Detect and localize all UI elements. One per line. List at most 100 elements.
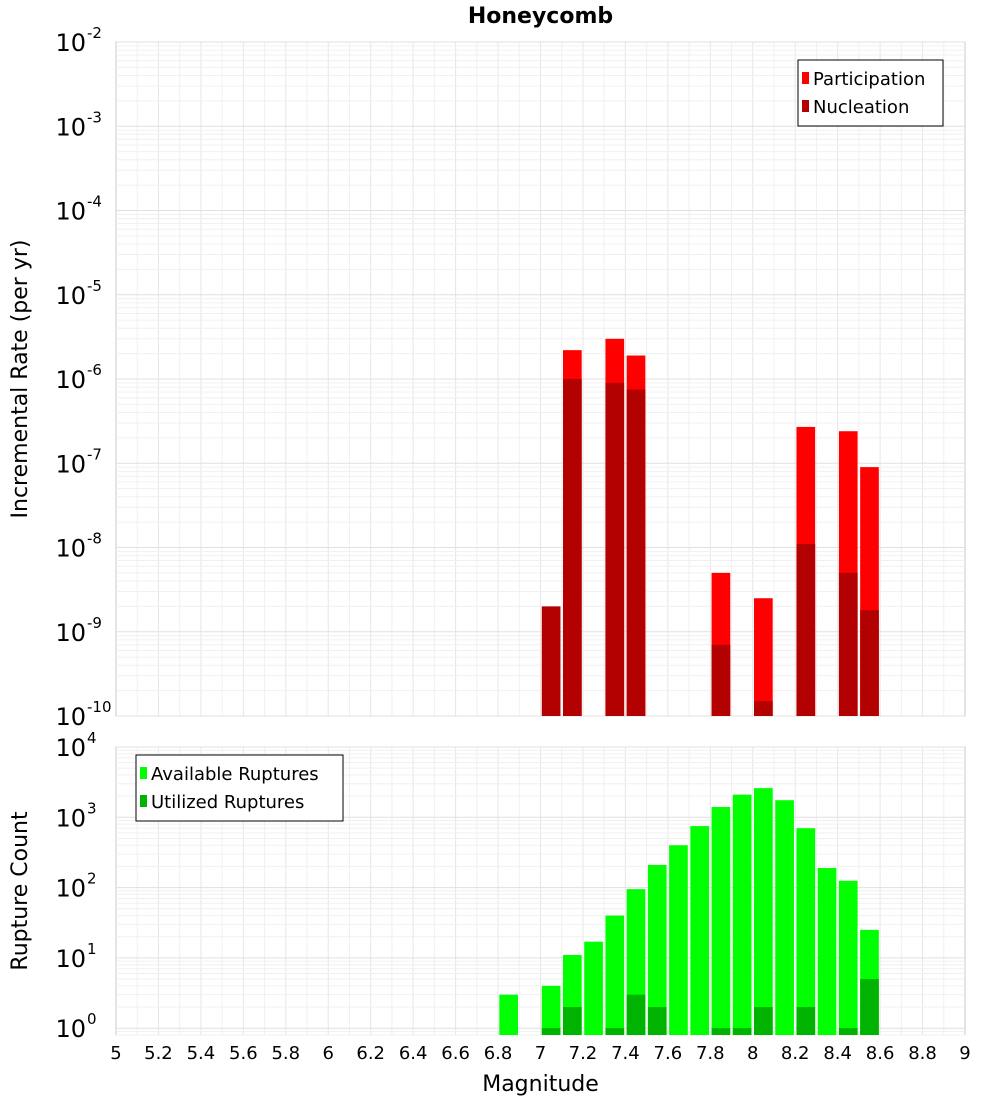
- bar: [562, 1007, 582, 1035]
- y-tick-label: 10: [55, 703, 86, 731]
- bar: [499, 994, 519, 1035]
- bar: [605, 382, 625, 716]
- bar: [626, 994, 646, 1035]
- y-tick-exponent: 1: [87, 940, 97, 958]
- x-tick-label: 6.8: [484, 1043, 513, 1064]
- legend-label: Available Ruptures: [151, 764, 319, 785]
- bar: [860, 610, 879, 716]
- bar: [838, 572, 858, 716]
- y-tick-label: 10: [55, 945, 86, 973]
- x-tick-label: 6: [323, 1043, 334, 1064]
- bar: [732, 1028, 752, 1035]
- x-tick-label: 9: [959, 1043, 970, 1064]
- bar: [817, 867, 837, 1035]
- bar: [754, 598, 773, 716]
- series-nucleation: [541, 379, 879, 716]
- bar: [626, 389, 646, 716]
- x-tick-label: 5.8: [271, 1043, 300, 1064]
- legend-label: Nucleation: [813, 97, 909, 118]
- x-tick-label: 7.8: [696, 1043, 725, 1064]
- y-tick-exponent: -2: [87, 24, 102, 42]
- bar: [754, 1007, 773, 1035]
- x-axis-label: Magnitude: [482, 1072, 599, 1097]
- x-tick-label: 5.6: [229, 1043, 258, 1064]
- legend-swatch: [802, 100, 809, 112]
- y-tick-exponent: -8: [87, 530, 102, 548]
- x-tick-label: 8: [747, 1043, 758, 1064]
- y-tick-exponent: 2: [87, 870, 97, 888]
- y-tick-label: 10: [55, 282, 86, 310]
- legend-swatch: [140, 767, 147, 779]
- x-tick-label: 8.2: [781, 1043, 810, 1064]
- legend: Participation Nucleation: [797, 59, 944, 127]
- y-tick-label: 10: [55, 366, 86, 394]
- chart-title: Honeycomb: [468, 4, 613, 29]
- y-tick-label: 10: [55, 29, 86, 57]
- y-tick-label: 10: [55, 535, 86, 563]
- y-axis-label: Rupture Count: [8, 811, 33, 971]
- y-tick-label: 10: [55, 875, 86, 903]
- bar: [860, 979, 879, 1035]
- x-tick-label: 7: [535, 1043, 546, 1064]
- bar: [838, 880, 858, 1035]
- bar: [541, 606, 561, 716]
- x-tick-label: 8.6: [866, 1043, 895, 1064]
- x-tick-label: 5: [110, 1043, 121, 1064]
- y-tick-label: 10: [55, 619, 86, 647]
- bar: [711, 1028, 731, 1035]
- bar: [838, 1028, 858, 1035]
- legend-swatch: [140, 795, 147, 807]
- x-tick-label: 6.2: [356, 1043, 385, 1064]
- y-tick-exponent: -9: [87, 614, 102, 632]
- legend-box: [135, 754, 344, 822]
- bar: [754, 788, 773, 1035]
- legend-label: Participation: [813, 69, 925, 90]
- bar: [541, 1028, 561, 1035]
- y-tick-label: 10: [55, 450, 86, 478]
- y-tick-exponent: -5: [87, 277, 102, 295]
- x-tick-label: 6.4: [399, 1043, 428, 1064]
- bar: [711, 644, 731, 716]
- series-utilized-ruptures: [541, 979, 879, 1035]
- bar: [647, 864, 667, 1035]
- bar: [732, 794, 752, 1035]
- y-tick-exponent: -10: [87, 698, 112, 716]
- x-tick-label: 5.4: [187, 1043, 216, 1064]
- x-tick-labels: 5 5.2 5.4 5.6 5.8 6 6.2 6.4 6.6 6.8 7 7.2 7.4 7.6 7.8 8…: [110, 1043, 970, 1064]
- bar: [796, 544, 816, 716]
- x-tick-label: 8.4: [823, 1043, 852, 1064]
- y-tick-label: 10: [55, 198, 86, 226]
- x-tick-label: 7.4: [611, 1043, 640, 1064]
- y-tick-exponent: -7: [87, 445, 102, 463]
- y-tick-exponent: 3: [87, 799, 97, 817]
- bar: [690, 826, 710, 1035]
- y-tick-label: 10: [55, 804, 86, 832]
- y-tick-exponent: -6: [87, 361, 102, 379]
- y-tick-label: 10: [55, 113, 86, 141]
- x-tick-label: 8.8: [908, 1043, 937, 1064]
- y-tick-exponent: 4: [87, 729, 97, 747]
- legend: Available Ruptures Utilized Ruptures: [135, 754, 344, 822]
- grid-lines: [116, 41, 965, 717]
- y-tick-exponent: 0: [87, 1010, 97, 1028]
- bar: [605, 1028, 625, 1035]
- bar: [669, 845, 688, 1035]
- bar: [647, 1007, 667, 1035]
- y-tick-exponent: -4: [87, 193, 102, 211]
- y-tick-label: 10: [55, 1015, 86, 1043]
- legend-box: [797, 59, 944, 127]
- y-axis-label: Incremental Rate (per yr): [8, 240, 33, 519]
- y-tick-label: 10: [55, 734, 86, 762]
- bar: [541, 985, 561, 1035]
- bar: [711, 807, 731, 1035]
- x-tick-label: 6.6: [441, 1043, 470, 1064]
- bar: [796, 828, 816, 1035]
- legend-label: Utilized Ruptures: [151, 792, 304, 813]
- y-tick-exponent: -3: [87, 108, 102, 126]
- bar: [754, 701, 773, 716]
- legend-swatch: [802, 72, 809, 84]
- bar: [605, 915, 625, 1035]
